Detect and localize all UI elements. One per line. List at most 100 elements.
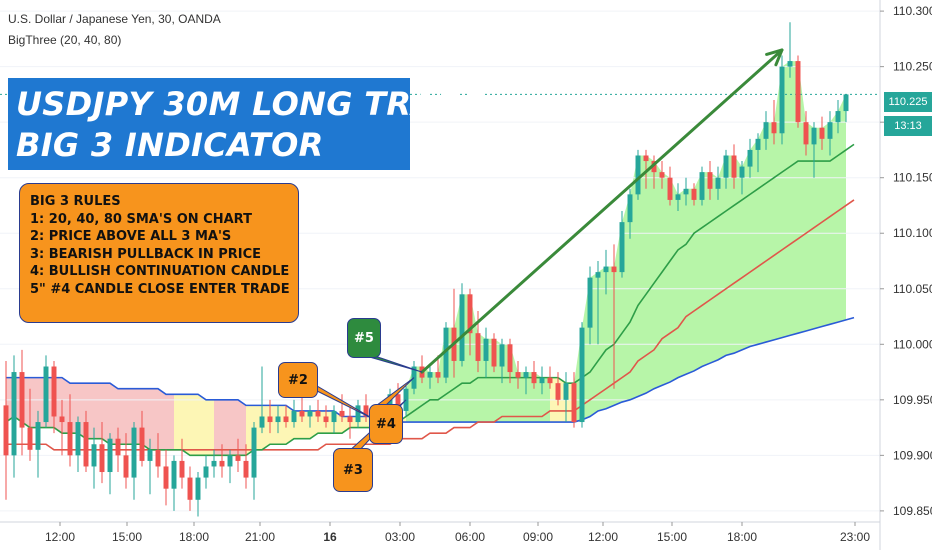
- candle-body: [155, 449, 161, 467]
- candle-body: [731, 155, 737, 178]
- rule-1: 1: 20, 40, 80 SMA'S ON CHART: [30, 211, 252, 227]
- candle-body: [387, 394, 393, 411]
- candle-body: [579, 327, 585, 423]
- candle-body: [755, 138, 761, 150]
- candles-layer: [3, 22, 849, 517]
- zone-fill: [102, 383, 110, 445]
- candle-body: [531, 372, 537, 384]
- zone-fill: [678, 188, 686, 378]
- zone-fill-layer: [6, 61, 846, 456]
- time-tick-label: 18:00: [727, 530, 757, 544]
- candle-body: [171, 460, 177, 489]
- candle-body: [627, 194, 633, 223]
- zone-fill: [214, 399, 222, 456]
- price-tick-label: 110.100: [893, 226, 932, 240]
- candle-body: [51, 366, 57, 417]
- indicator-title: BigThree (20, 40, 80): [8, 33, 122, 47]
- candle-body: [147, 449, 153, 461]
- zone-fill: [430, 372, 438, 423]
- zone-fill: [606, 266, 614, 409]
- price-tick-label: 109.900: [893, 448, 932, 462]
- candle-body: [395, 394, 401, 411]
- candle-body: [307, 410, 313, 417]
- zone-fill: [150, 388, 158, 450]
- candle-body: [259, 416, 265, 428]
- candle-body: [187, 477, 193, 500]
- candle-body: [675, 194, 681, 200]
- zone-fill: [766, 122, 774, 343]
- trend-arrow-line: [420, 48, 784, 374]
- zone-fill: [662, 172, 670, 386]
- zone-fill: [230, 399, 238, 456]
- zone-fill: [702, 172, 710, 367]
- candle-body: [827, 122, 833, 139]
- candle-body: [251, 427, 257, 478]
- time-tick-label: 16: [323, 530, 337, 544]
- rule-2: 2: PRICE ABOVE ALL 3 MA'S: [30, 229, 232, 244]
- zone-fill: [118, 388, 126, 445]
- zone-fill: [270, 405, 278, 445]
- candle-body: [347, 416, 353, 423]
- callout-3: #3: [333, 448, 373, 492]
- title-line-1: USDJPY 30M LONG TRADE: [16, 85, 486, 123]
- candle-body: [179, 460, 185, 478]
- candle-body: [707, 172, 713, 189]
- candle-body: [363, 405, 369, 417]
- sma-40-line: [6, 199, 855, 451]
- candle-body: [571, 383, 577, 423]
- countdown-tag: 13:13: [884, 116, 932, 136]
- candle-body: [547, 377, 553, 384]
- rule-5: 5" #4 CANDLE CLOSE ENTER TRADE: [30, 281, 290, 297]
- zone-fill: [774, 66, 782, 340]
- price-tick-label: 110.000: [893, 337, 932, 351]
- time-tick-label: 23:00: [840, 530, 870, 544]
- zone-fill: [182, 394, 190, 456]
- zone-fill: [598, 266, 606, 411]
- zone-fill: [110, 383, 118, 445]
- candle-body: [819, 127, 825, 139]
- time-tick-label: 15:00: [112, 530, 142, 544]
- zone-fill: [822, 122, 830, 327]
- zone-fill: [174, 394, 182, 450]
- zone-fill: [518, 372, 526, 423]
- candle-body: [59, 416, 65, 423]
- time-tick-label: 21:00: [245, 530, 275, 544]
- candle-body: [595, 272, 601, 278]
- zone-fill: [830, 111, 838, 325]
- candle-body: [11, 372, 17, 456]
- candle-body: [91, 444, 97, 467]
- zone-fill: [158, 388, 166, 450]
- rules-heading: BIG 3 RULES: [30, 194, 121, 209]
- candle-body: [699, 172, 705, 200]
- price-tick-label: 109.850: [893, 504, 932, 518]
- zone-fill: [422, 366, 430, 423]
- candle-body: [539, 377, 545, 384]
- candle-body: [747, 149, 753, 167]
- zone-fill: [790, 61, 798, 336]
- candle-body: [211, 460, 217, 467]
- candle-body: [491, 338, 497, 367]
- time-tick-label: 09:00: [523, 530, 553, 544]
- zone-fill: [726, 155, 734, 356]
- candle-body: [267, 416, 273, 423]
- zone-fill: [302, 410, 310, 439]
- candle-body: [315, 410, 321, 417]
- candle-body: [771, 122, 777, 134]
- candle-body: [659, 172, 665, 178]
- sma-20-line: [5, 143, 855, 457]
- rules-box: BIG 3 RULES 1: 20, 40, 80 SMA'S ON CHART…: [19, 183, 299, 323]
- candle-body: [163, 466, 169, 489]
- time-tick-label: 06:00: [455, 530, 485, 544]
- candle-body: [507, 344, 513, 373]
- candle-body: [619, 222, 625, 273]
- zone-fill: [206, 399, 214, 456]
- candle-body: [515, 372, 521, 378]
- callout-2: #2: [278, 362, 318, 398]
- zone-fill: [534, 372, 542, 423]
- symbol-title: U.S. Dollar / Japanese Yen, 30, OANDA: [8, 12, 221, 26]
- zone-fill: [166, 394, 174, 450]
- price-tick-label: 110.050: [893, 282, 932, 296]
